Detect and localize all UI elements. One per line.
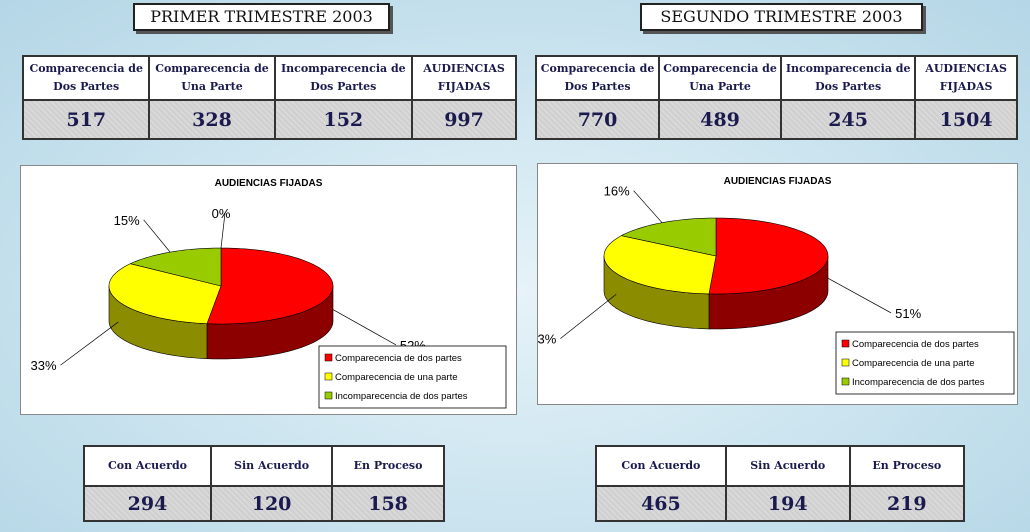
legend-swatch	[324, 353, 333, 362]
leader-line	[827, 277, 892, 314]
leader-line	[560, 293, 617, 339]
data-table: Comparecencia de Dos Partes Comparecencia…	[534, 55, 1018, 140]
legend-swatch	[841, 358, 850, 367]
value-cell: 517	[21, 99, 151, 140]
data-table: Con Acuerdo Sin Acuerdo En Proceso 294 120 15…	[82, 445, 445, 522]
header-row: Comparecencia de Dos Partes Comparecencia…	[21, 55, 517, 101]
leader-line	[60, 321, 119, 366]
header-cell: Sin Acuerdo	[724, 445, 851, 487]
value-row: 294 120 158	[82, 485, 445, 522]
value-row: 770 489 245 1504	[534, 99, 1018, 140]
data-table: Comparecencia de Dos Partes Comparecencia…	[21, 55, 517, 140]
value-cell: 120	[210, 485, 334, 522]
legend-label: Comparecencia de una parte	[335, 372, 458, 383]
leader-line	[633, 190, 663, 223]
header-cell: Sin Acuerdo	[210, 445, 334, 487]
legend: Comparecencia de dos partes Comparecencia…	[835, 331, 1015, 395]
legend-swatch	[841, 377, 850, 386]
header-cell: En Proceso	[848, 445, 966, 487]
value-cell: 245	[780, 99, 917, 140]
header-row: Con Acuerdo Sin Acuerdo En Proceso	[595, 445, 966, 487]
data-label: 0%	[212, 206, 231, 221]
pie-slice	[108, 263, 222, 325]
panel-title: PRIMER TRIMESTRE 2003	[133, 3, 390, 31]
data-label: 16%	[604, 184, 630, 199]
header-row: Comparecencia de Dos Partes Comparecencia…	[534, 55, 1018, 101]
pie-slice	[206, 247, 334, 325]
value-row: 465 194 219	[595, 485, 966, 522]
value-row: 517 328 152 997	[21, 99, 517, 140]
chart-area: AUDIENCIAS FIJADAS 52% 33% 15% 0% Comparecenc…	[20, 165, 517, 415]
chart-area: AUDIENCIAS FIJADAS 51% 33% 16% Comparecencia…	[530, 163, 1018, 405]
data-label: 15%	[114, 213, 140, 228]
header-cell: Con Acuerdo	[82, 445, 213, 487]
legend-label: Comparecencia de dos partes	[335, 353, 462, 364]
pie-slice	[708, 217, 829, 295]
data-label: 51%	[895, 306, 921, 321]
value-cell: 194	[724, 485, 851, 522]
header-cell: Comparecencia de Una Parte	[148, 55, 276, 101]
legend-label: Comparecencia de dos partes	[852, 339, 979, 350]
legend-box	[835, 331, 1015, 395]
pie-chart: AUDIENCIAS FIJADAS 51% 33% 16% Comparecencia…	[530, 176, 1015, 395]
header-row: Con Acuerdo Sin Acuerdo En Proceso	[82, 445, 445, 487]
header-cell: Comparecencia de Dos Partes	[534, 55, 661, 101]
header-cell: En Proceso	[331, 445, 445, 487]
value-cell: 219	[848, 485, 966, 522]
legend-label: Incomparecencia de dos partes	[852, 377, 985, 388]
legend: Comparecencia de dos partes Comparecencia…	[318, 345, 507, 409]
header-cell: AUDIENCIAS FIJADAS	[914, 55, 1018, 101]
legend-box	[318, 345, 507, 409]
value-cell: 158	[331, 485, 445, 522]
value-cell: 294	[82, 485, 213, 522]
legend-swatch	[324, 372, 333, 381]
header-cell: Comparecencia de Dos Partes	[21, 55, 151, 101]
value-cell: 152	[273, 99, 414, 140]
chart-title: AUDIENCIAS FIJADAS	[724, 176, 832, 187]
leader-line	[220, 213, 226, 249]
pie-slice	[620, 217, 717, 257]
value-cell: 997	[411, 99, 517, 140]
value-cell: 770	[534, 99, 661, 140]
data-label: 33%	[538, 332, 557, 347]
legend-swatch	[324, 391, 333, 400]
value-cell: 328	[148, 99, 276, 140]
value-cell: 1504	[914, 99, 1018, 140]
header-cell: AUDIENCIAS FIJADAS	[411, 55, 517, 101]
chart-title: AUDIENCIAS FIJADAS	[215, 178, 323, 189]
value-cell: 465	[595, 485, 727, 522]
legend-label: Comparecencia de una parte	[852, 358, 975, 369]
panel-title: SEGUNDO TRIMESTRE 2003	[640, 3, 923, 31]
legend-swatch	[841, 339, 850, 348]
value-cell: 489	[658, 99, 783, 140]
leader-line	[143, 219, 171, 253]
header-cell: Con Acuerdo	[595, 445, 727, 487]
header-cell: Incomparecencia de Dos Partes	[273, 55, 414, 101]
data-label: 33%	[31, 358, 57, 373]
leader-line	[332, 309, 397, 346]
header-cell: Comparecencia de Una Parte	[658, 55, 783, 101]
header-cell: Incomparecencia de Dos Partes	[780, 55, 917, 101]
data-table: Con Acuerdo Sin Acuerdo En Proceso 465 194 21…	[595, 445, 966, 522]
legend-label: Incomparecencia de dos partes	[335, 391, 468, 402]
